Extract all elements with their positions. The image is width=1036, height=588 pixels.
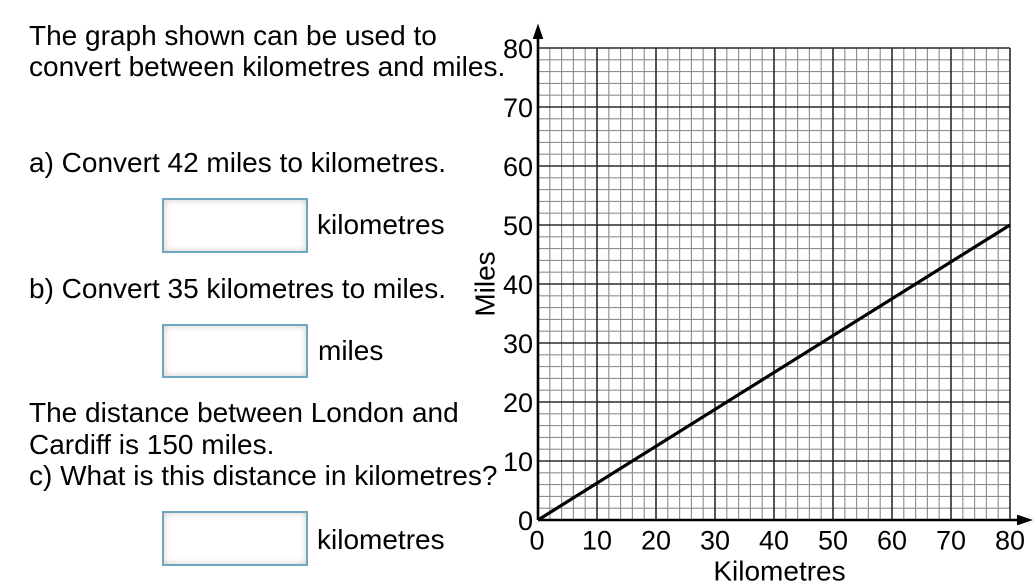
svg-text:50: 50: [503, 211, 533, 241]
svg-text:Kilometres: Kilometres: [713, 555, 845, 586]
svg-text:40: 40: [759, 526, 789, 556]
svg-text:30: 30: [503, 329, 533, 359]
svg-text:60: 60: [877, 526, 907, 556]
svg-text:Miles: Miles: [469, 251, 500, 316]
svg-text:70: 70: [936, 526, 966, 556]
svg-text:10: 10: [582, 526, 612, 556]
svg-text:60: 60: [503, 152, 533, 182]
svg-text:80: 80: [995, 526, 1025, 556]
svg-text:30: 30: [700, 526, 730, 556]
svg-text:40: 40: [503, 270, 533, 300]
svg-text:20: 20: [641, 526, 671, 556]
svg-text:80: 80: [503, 34, 533, 64]
svg-text:50: 50: [818, 526, 848, 556]
svg-text:0: 0: [518, 506, 533, 536]
svg-text:10: 10: [503, 447, 533, 477]
svg-text:70: 70: [503, 93, 533, 123]
svg-text:20: 20: [503, 388, 533, 418]
svg-text:0: 0: [529, 526, 544, 556]
